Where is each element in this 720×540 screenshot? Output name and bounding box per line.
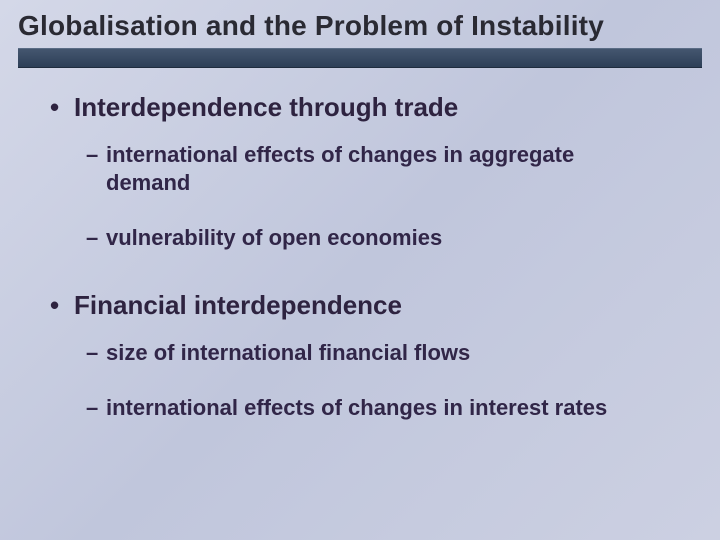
spacer [50,280,684,290]
title-area: Globalisation and the Problem of Instabi… [0,0,720,68]
content-area: Interdependence through trade internatio… [0,68,720,422]
bullet-text: Financial interdependence [74,290,402,320]
slide: Globalisation and the Problem of Instabi… [0,0,720,540]
bullet-level1: Interdependence through trade [50,92,684,123]
bullet-level2: size of international financial flows [86,339,646,367]
bullet-text: international effects of changes in aggr… [106,142,574,195]
bullet-level2: international effects of changes in aggr… [86,141,646,196]
bullet-text: vulnerability of open economies [106,225,442,250]
bullet-level2: international effects of changes in inte… [86,394,646,422]
slide-title: Globalisation and the Problem of Instabi… [18,10,702,42]
bullet-level2: vulnerability of open economies [86,224,646,252]
bullet-text: size of international financial flows [106,340,470,365]
bullet-text: Interdependence through trade [74,92,458,122]
title-underline-bar [18,48,702,68]
bullet-level1: Financial interdependence [50,290,684,321]
bullet-text: international effects of changes in inte… [106,395,607,420]
